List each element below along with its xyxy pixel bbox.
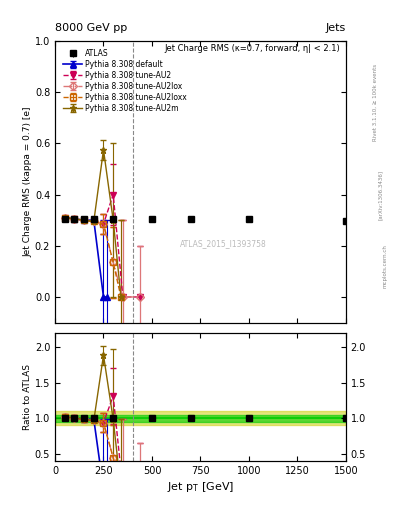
Text: 8000 GeV pp: 8000 GeV pp <box>55 23 127 33</box>
Y-axis label: Jet Charge RMS (kappa = 0.7) [e]: Jet Charge RMS (kappa = 0.7) [e] <box>23 106 32 257</box>
Legend: ATLAS, Pythia 8.308 default, Pythia 8.308 tune-AU2, Pythia 8.308 tune-AU2lox, Py: ATLAS, Pythia 8.308 default, Pythia 8.30… <box>62 48 189 114</box>
Y-axis label: Ratio to ATLAS: Ratio to ATLAS <box>23 364 32 430</box>
Text: Rivet 3.1.10, ≥ 100k events: Rivet 3.1.10, ≥ 100k events <box>373 64 378 141</box>
Bar <box>55 415 346 422</box>
Bar <box>55 411 346 425</box>
Text: ATLAS_2015_I1393758: ATLAS_2015_I1393758 <box>180 239 267 248</box>
Text: Jet Charge RMS (κ=0.7, forward, η| < 2.1): Jet Charge RMS (κ=0.7, forward, η| < 2.1… <box>164 44 340 53</box>
X-axis label: Jet $\mathregular{p_T}$ [GeV]: Jet $\mathregular{p_T}$ [GeV] <box>167 480 234 494</box>
Text: [arXiv:1306.3436]: [arXiv:1306.3436] <box>378 169 383 220</box>
Text: Jets: Jets <box>325 23 346 33</box>
Text: mcplots.cern.ch: mcplots.cern.ch <box>383 244 387 288</box>
